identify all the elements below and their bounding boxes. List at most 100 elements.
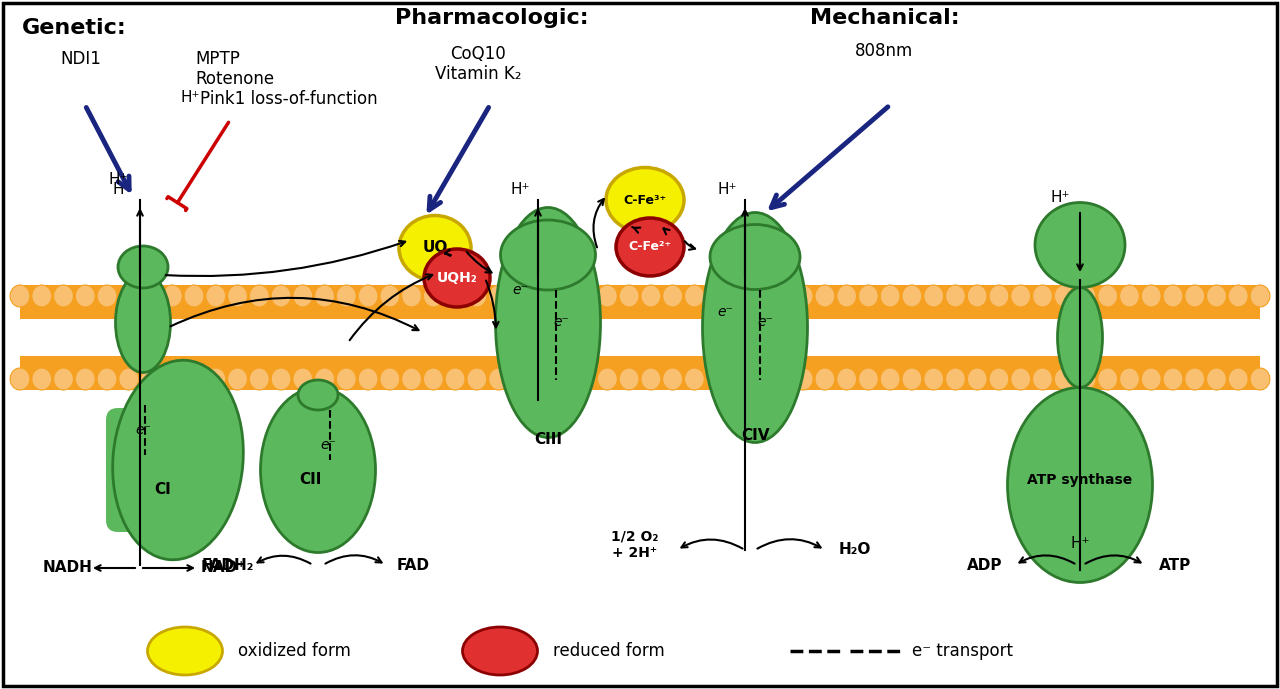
Ellipse shape [293,285,312,307]
Ellipse shape [261,387,375,553]
Ellipse shape [445,368,465,390]
Ellipse shape [271,368,291,390]
Text: FADH₂: FADH₂ [202,557,255,573]
Ellipse shape [968,285,987,307]
Text: ATP synthase: ATP synthase [1028,473,1133,487]
Ellipse shape [424,249,490,307]
Ellipse shape [616,218,684,276]
Ellipse shape [76,285,95,307]
Ellipse shape [946,285,965,307]
Text: NAD⁺: NAD⁺ [201,560,246,575]
Ellipse shape [1076,368,1096,390]
Ellipse shape [946,368,965,390]
Ellipse shape [1185,368,1204,390]
Ellipse shape [1120,368,1139,390]
Ellipse shape [685,285,704,307]
Ellipse shape [859,368,878,390]
Text: Pink1 loss-of-function: Pink1 loss-of-function [200,90,378,108]
Ellipse shape [663,368,682,390]
Ellipse shape [184,285,204,307]
Ellipse shape [445,285,465,307]
Ellipse shape [794,285,813,307]
Ellipse shape [641,368,660,390]
Text: FAD: FAD [397,557,430,573]
Ellipse shape [489,285,508,307]
Text: reduced form: reduced form [553,642,664,660]
Ellipse shape [598,285,617,307]
Ellipse shape [728,368,748,390]
Ellipse shape [424,285,443,307]
Ellipse shape [1033,285,1052,307]
Ellipse shape [881,285,900,307]
Ellipse shape [881,368,900,390]
Ellipse shape [399,216,471,280]
Ellipse shape [1055,285,1074,307]
FancyBboxPatch shape [106,408,200,532]
Ellipse shape [402,285,421,307]
Text: NDI1: NDI1 [60,50,101,68]
Text: Mechanical:: Mechanical: [810,8,960,28]
Ellipse shape [902,368,922,390]
Bar [20,285,1260,390]
Text: NADH: NADH [44,560,93,575]
Ellipse shape [750,368,769,390]
Ellipse shape [1007,387,1152,582]
Ellipse shape [1011,285,1030,307]
Ellipse shape [380,285,399,307]
Text: e⁻: e⁻ [553,316,568,329]
Ellipse shape [228,368,247,390]
Text: CoQ10: CoQ10 [451,45,506,63]
Ellipse shape [772,285,791,307]
Ellipse shape [113,360,243,559]
Ellipse shape [663,285,682,307]
Ellipse shape [206,368,225,390]
Ellipse shape [707,368,726,390]
Ellipse shape [1098,285,1117,307]
Ellipse shape [337,285,356,307]
Ellipse shape [707,285,726,307]
Ellipse shape [163,285,182,307]
Ellipse shape [10,368,29,390]
Ellipse shape [250,285,269,307]
Text: e⁻ transport: e⁻ transport [911,642,1012,660]
Ellipse shape [32,368,51,390]
Ellipse shape [358,285,378,307]
Text: UQ: UQ [422,240,448,256]
Ellipse shape [228,285,247,307]
Ellipse shape [511,368,530,390]
Ellipse shape [1120,285,1139,307]
Ellipse shape [495,207,600,438]
Ellipse shape [989,285,1009,307]
Ellipse shape [76,368,95,390]
Ellipse shape [576,285,595,307]
Ellipse shape [97,285,116,307]
Text: e⁻: e⁻ [136,423,151,437]
Ellipse shape [1033,368,1052,390]
Ellipse shape [293,368,312,390]
Text: Vitamin K₂: Vitamin K₂ [435,65,521,83]
Ellipse shape [1164,285,1183,307]
Text: e⁻: e⁻ [717,305,733,320]
Ellipse shape [250,368,269,390]
Ellipse shape [1142,285,1161,307]
Ellipse shape [1036,203,1125,287]
Ellipse shape [467,368,486,390]
Ellipse shape [147,627,223,675]
Text: H⁺: H⁺ [511,182,530,197]
Text: ADP: ADP [968,557,1002,573]
Ellipse shape [462,627,538,675]
Ellipse shape [837,368,856,390]
Ellipse shape [32,285,51,307]
Ellipse shape [750,285,769,307]
Ellipse shape [298,380,338,410]
Ellipse shape [141,285,160,307]
Ellipse shape [10,285,29,307]
Ellipse shape [605,167,684,232]
Bar [20,319,1260,356]
Ellipse shape [620,368,639,390]
Text: H⁺: H⁺ [180,90,200,105]
Text: CII: CII [298,473,321,488]
Ellipse shape [118,246,168,288]
Ellipse shape [902,285,922,307]
Ellipse shape [1185,285,1204,307]
